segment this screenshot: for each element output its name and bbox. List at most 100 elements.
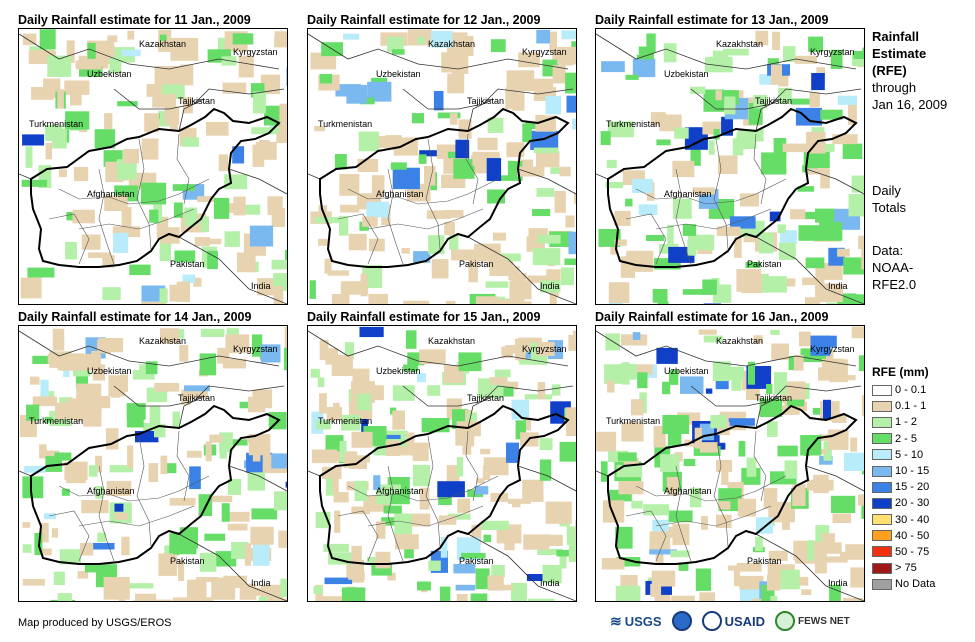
rainfall-cell <box>174 250 196 263</box>
rainfall-cell <box>45 450 60 458</box>
rainfall-cell <box>140 182 167 205</box>
country-label-india: India <box>251 578 271 588</box>
panel-title: Daily Rainfall estimate for 16 Jan., 200… <box>595 310 829 324</box>
rainfall-cell <box>670 550 690 558</box>
rainfall-cell <box>405 330 417 349</box>
country-label-turkmenistan: Turkmenistan <box>606 416 661 426</box>
rainfall-cell <box>169 497 196 506</box>
rainfall-cell <box>625 74 639 80</box>
rainfall-cell <box>339 215 349 236</box>
rainfall-cell <box>392 410 405 430</box>
country-border <box>19 470 32 477</box>
rainfall-cell <box>770 596 778 601</box>
rainfall-cell <box>149 406 161 430</box>
rainfall-cell <box>173 202 183 218</box>
rainfall-cell <box>433 91 444 111</box>
rainfall-cell <box>803 150 830 168</box>
rainfall-cell <box>777 224 786 234</box>
rainfall-cell <box>529 78 554 89</box>
rainfall-cell <box>32 396 57 407</box>
rainfall-cell <box>621 362 630 385</box>
rainfall-cell <box>145 361 158 375</box>
rainfall-cell <box>631 399 644 416</box>
country-border <box>19 330 280 367</box>
country-label-pakistan: Pakistan <box>747 259 782 269</box>
province-border <box>98 168 115 265</box>
rainfall-cell <box>485 281 509 288</box>
rainfall-cell <box>671 595 695 601</box>
legend-label: No Data <box>895 578 936 591</box>
rainfall-cell <box>271 453 287 469</box>
rainfall-cell <box>659 114 682 132</box>
rainfall-cell <box>811 73 825 91</box>
rainfall-cell <box>392 167 420 190</box>
legend-item: 40 - 50 <box>872 528 935 544</box>
rainfall-cell <box>52 528 58 538</box>
rainfall-cell <box>568 334 576 351</box>
rainfall-cell <box>557 46 576 65</box>
rainfall-cell <box>596 431 617 452</box>
province-border <box>176 430 190 502</box>
rainfall-cell <box>536 151 560 168</box>
rainfall-cell <box>637 372 648 389</box>
rainfall-cell <box>334 154 347 170</box>
rainfall-cell <box>842 597 864 601</box>
rainfall-cell <box>104 113 113 130</box>
country-border <box>755 98 782 132</box>
rainfall-cell <box>440 537 448 558</box>
rainfall-cell <box>278 530 287 548</box>
rainfall-cell <box>546 269 561 283</box>
rainfall-cell <box>129 264 151 276</box>
rainfall-cell <box>504 538 515 551</box>
legend-label: 5 - 10 <box>895 448 924 461</box>
country-border <box>228 465 287 492</box>
province-border <box>48 510 90 562</box>
rainfall-cell <box>755 30 769 46</box>
rainfall-cell <box>248 434 271 456</box>
side-through: through <box>872 80 917 95</box>
rainfall-cell <box>135 593 157 601</box>
rainfall-cell <box>861 498 864 519</box>
rainfall-cell <box>556 549 576 557</box>
rainfall-cell <box>607 489 632 502</box>
rainfall-cell <box>489 377 508 385</box>
rainfall-cell <box>309 280 316 299</box>
province-border <box>713 435 729 547</box>
rainfall-cell <box>179 527 198 549</box>
rainfall-cell <box>75 60 102 70</box>
rainfall-cell <box>861 395 864 416</box>
rainfall-cell <box>360 273 368 297</box>
rainfall-cell <box>222 588 230 595</box>
country-border <box>308 173 321 180</box>
rainfall-cell <box>373 475 381 490</box>
country-label-uzbekistan: Uzbekistan <box>376 366 421 376</box>
rainfall-cell <box>805 257 825 269</box>
rainfall-cell <box>211 590 232 600</box>
rainfall-cell <box>678 562 689 571</box>
rainfall-cell <box>87 42 96 59</box>
rainfall-cell <box>27 267 55 278</box>
rainfall-cell <box>772 405 793 415</box>
province-border <box>176 133 190 205</box>
rainfall-cell <box>311 449 337 464</box>
rainfall-cell <box>25 146 33 168</box>
rainfall-cell <box>29 46 55 53</box>
rainfall-cell <box>36 548 52 556</box>
country-label-india: India <box>540 578 560 588</box>
panel-title: Daily Rainfall estimate for 15 Jan., 200… <box>307 310 541 324</box>
rainfall-cell <box>184 207 198 226</box>
country-label-kyrgyzstan: Kyrgyzstan <box>522 344 567 354</box>
rainfall-cell <box>172 184 195 191</box>
rainfall-cell <box>716 226 741 237</box>
rainfall-cell <box>445 300 456 304</box>
rainfall-cell <box>801 589 812 595</box>
province-border <box>337 510 379 562</box>
rainfall-cell <box>159 239 172 261</box>
rainfall-cell <box>227 479 242 495</box>
rainfall-cell <box>369 238 385 252</box>
rainfall-cell <box>751 598 762 601</box>
rainfall-cell <box>439 515 457 525</box>
rainfall-cell <box>607 380 615 393</box>
rainfall-cell <box>88 465 98 477</box>
rainfall-cell <box>739 193 759 207</box>
